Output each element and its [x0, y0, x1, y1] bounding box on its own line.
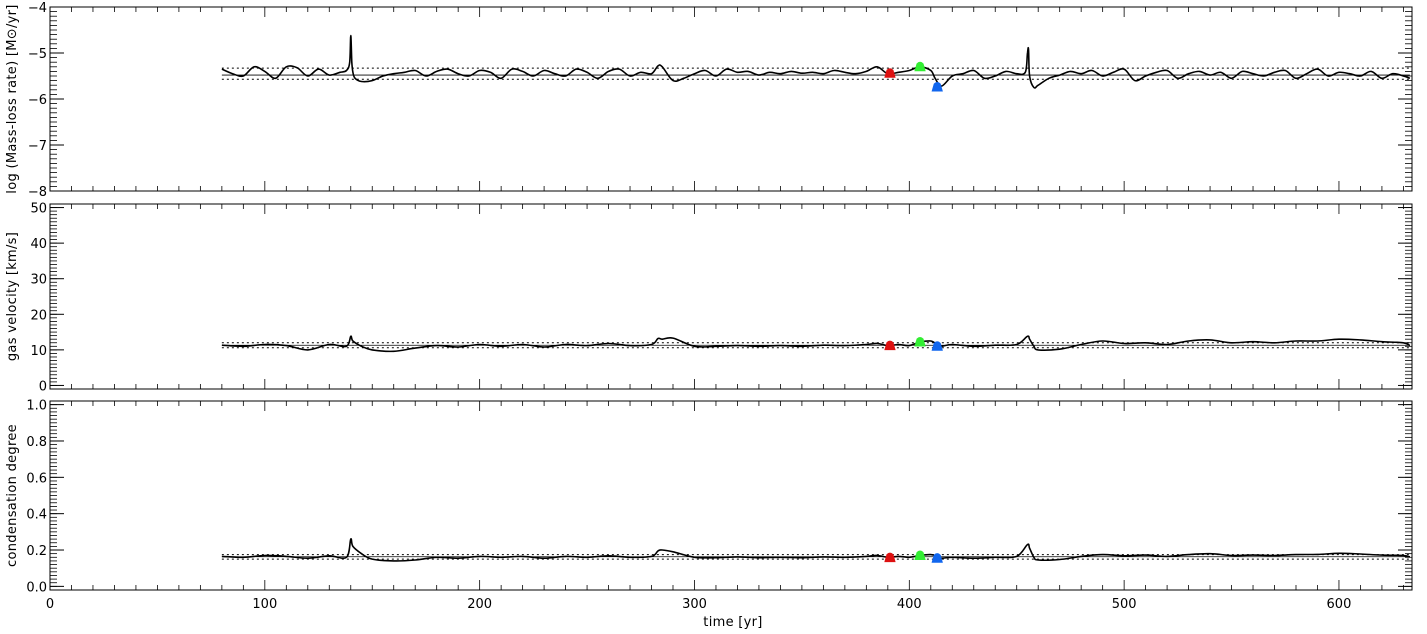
data-marker: [884, 552, 896, 563]
panel-3: 0.0 0.2 0.4 0.6 0.8 1.0 condensation degree 0 10…: [5, 399, 1413, 612]
data-marker: [914, 337, 926, 347]
series-line: [221, 537, 1411, 562]
y-tick-label: 30: [30, 273, 47, 288]
y-axis-title: gas velocity [km/s]: [5, 232, 20, 361]
x-tick-label: 300: [682, 597, 707, 612]
y-tick-label: −6: [28, 93, 47, 108]
x-tick-label: 400: [897, 597, 922, 612]
series-line: [221, 34, 1411, 89]
y-tick-label: 0: [39, 379, 47, 394]
y-tick-label: 20: [30, 308, 47, 323]
y-tick-label: 40: [30, 237, 47, 252]
data-marker: [931, 553, 943, 563]
y-tick-label: 0.8: [26, 435, 47, 450]
data-marker: [931, 341, 943, 351]
data-marker: [914, 550, 926, 560]
y-tick-label: −4: [28, 1, 47, 16]
y-tick-label: −5: [28, 47, 47, 62]
panel-frame: [49, 6, 1413, 192]
series-line: [221, 335, 1411, 353]
x-axis-title: time [yr]: [703, 615, 762, 630]
panel-2: 0 10 20 30 40 50 gas velocity [km/s]: [5, 202, 1413, 394]
y-axis-title: log (Mass-loss rate) [M⊙/yr]: [5, 4, 20, 193]
y-tick-label: 0.6: [26, 471, 47, 486]
data-marker: [884, 68, 896, 78]
panel-frame: [49, 400, 1413, 591]
y-tick-label: 50: [30, 202, 47, 217]
x-tick-label: 600: [1327, 597, 1352, 612]
x-tick-label: 500: [1112, 597, 1137, 612]
data-marker: [884, 340, 896, 351]
y-tick-label: 0.2: [26, 544, 47, 559]
x-tick-label: 200: [467, 597, 492, 612]
y-axis-title: condensation degree: [5, 424, 20, 567]
y-tick-label: 10: [30, 344, 47, 359]
panel-frame: [49, 203, 1413, 390]
y-tick-label: −8: [28, 185, 47, 200]
data-marker: [914, 61, 926, 72]
x-tick-label: 0: [46, 597, 54, 612]
data-marker: [931, 82, 943, 92]
y-tick-label: −7: [28, 139, 47, 154]
x-tick-label: 100: [252, 597, 277, 612]
panel-1: −8 −7 −6 −5 −4 log (Mass-loss rate) [M⊙/yr]: [5, 1, 1413, 200]
y-tick-label: 0.4: [26, 508, 47, 523]
y-tick-label: 1.0: [26, 399, 47, 414]
y-tick-label: 0.0: [26, 580, 47, 595]
